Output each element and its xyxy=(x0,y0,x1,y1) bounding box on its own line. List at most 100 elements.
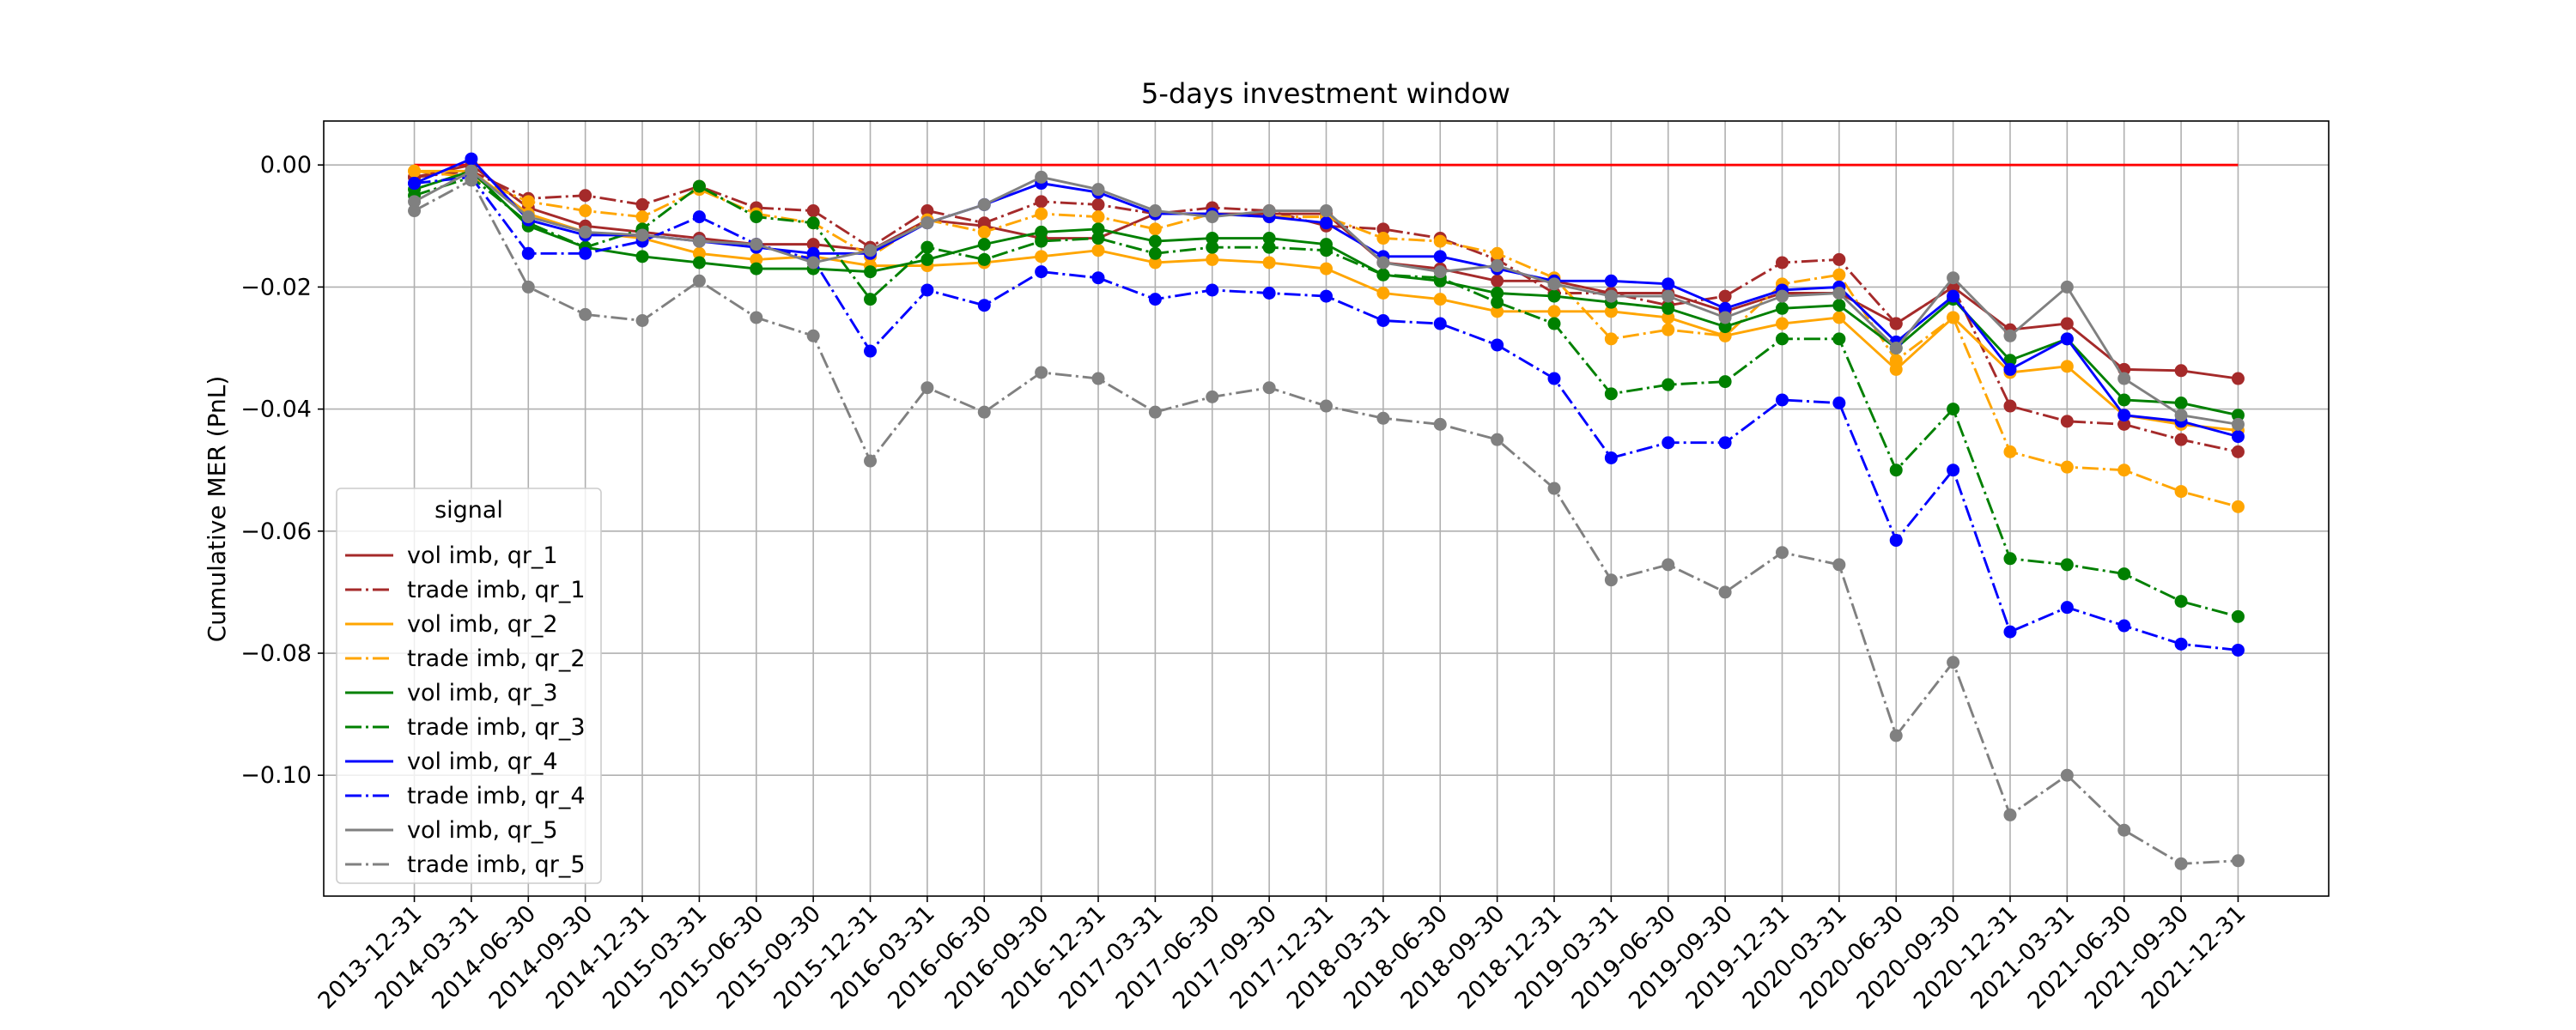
data-point xyxy=(1604,387,1618,401)
data-point xyxy=(1091,183,1105,197)
data-point xyxy=(806,204,820,218)
data-point xyxy=(1206,240,1219,254)
data-point xyxy=(1889,729,1903,742)
data-point xyxy=(465,152,478,166)
data-point xyxy=(1433,250,1447,264)
data-point xyxy=(1604,451,1618,464)
y-tick-label: −0.04 xyxy=(240,397,312,423)
data-point xyxy=(750,252,763,266)
data-point xyxy=(2060,360,2074,373)
data-point xyxy=(1206,283,1219,297)
data-point xyxy=(920,252,934,266)
data-point xyxy=(1889,317,1903,330)
legend-title: signal xyxy=(434,497,503,524)
legend-label: vol imb, qr_2 xyxy=(407,611,558,638)
data-point xyxy=(2231,609,2245,623)
data-point xyxy=(2117,372,2131,385)
data-point xyxy=(1491,287,1504,300)
legend-label: trade imb, qr_1 xyxy=(407,577,586,603)
data-point xyxy=(1547,277,1561,291)
data-point xyxy=(692,256,706,270)
data-point xyxy=(864,454,878,468)
data-point xyxy=(692,234,706,248)
data-point xyxy=(1718,289,1732,303)
y-tick-label: −0.06 xyxy=(240,518,312,545)
data-point xyxy=(1832,332,1846,346)
data-point xyxy=(1604,274,1618,288)
data-point xyxy=(2003,329,2017,342)
chart-title: 5-days investment window xyxy=(1141,77,1510,110)
data-point xyxy=(920,204,934,218)
data-point xyxy=(1035,366,1048,379)
data-point xyxy=(864,244,878,258)
data-point xyxy=(1376,287,1390,300)
data-point xyxy=(408,195,422,209)
data-point xyxy=(1491,274,1504,288)
data-point xyxy=(1775,393,1789,407)
data-point xyxy=(1718,311,1732,324)
data-point xyxy=(1604,332,1618,346)
data-point xyxy=(750,210,763,224)
legend-label: trade imb, qr_5 xyxy=(407,851,586,878)
data-point xyxy=(1889,342,1903,355)
data-point xyxy=(1320,399,1333,413)
data-point xyxy=(1206,252,1219,266)
data-point xyxy=(579,307,592,321)
data-point xyxy=(920,216,934,230)
data-point xyxy=(1604,289,1618,303)
data-point xyxy=(1547,317,1561,330)
data-point xyxy=(1376,232,1390,245)
data-point xyxy=(977,252,991,266)
y-tick-label: 0.00 xyxy=(260,152,312,179)
data-point xyxy=(1091,372,1105,385)
data-point xyxy=(1035,225,1048,239)
data-point xyxy=(864,344,878,358)
data-point xyxy=(2060,768,2074,782)
data-point xyxy=(2003,445,2017,458)
data-point xyxy=(1035,207,1048,221)
data-point xyxy=(750,262,763,276)
legend-label: vol imb, qr_1 xyxy=(407,542,558,569)
data-point xyxy=(2117,619,2131,633)
data-point xyxy=(692,246,706,260)
data-point xyxy=(1148,405,1162,419)
data-point xyxy=(2174,364,2188,378)
data-point xyxy=(1091,232,1105,245)
data-point xyxy=(1262,287,1276,300)
data-point xyxy=(408,164,422,178)
data-point xyxy=(977,197,991,211)
data-point xyxy=(1832,252,1846,266)
data-point xyxy=(1889,533,1903,547)
data-point xyxy=(750,311,763,324)
data-point xyxy=(1376,256,1390,270)
data-point xyxy=(1091,244,1105,258)
data-point xyxy=(1889,354,1903,367)
data-point xyxy=(977,238,991,251)
data-point xyxy=(1491,246,1504,260)
data-point xyxy=(579,225,592,239)
data-point xyxy=(1262,381,1276,395)
data-point xyxy=(2174,396,2188,409)
data-point xyxy=(1320,262,1333,276)
data-point xyxy=(1889,464,1903,477)
data-point xyxy=(2231,417,2245,431)
data-point xyxy=(408,177,422,191)
data-point xyxy=(1775,546,1789,560)
data-point xyxy=(2117,417,2131,431)
data-point xyxy=(2060,415,2074,428)
plot-area xyxy=(408,152,2245,870)
data-point xyxy=(692,179,706,193)
data-point xyxy=(1376,222,1390,236)
data-point xyxy=(2174,637,2188,651)
data-point xyxy=(2117,567,2131,581)
y-tick-label: −0.02 xyxy=(240,274,312,300)
data-point xyxy=(2174,409,2188,422)
data-point xyxy=(2174,595,2188,609)
data-point xyxy=(1547,305,1561,318)
data-point xyxy=(1206,390,1219,403)
data-point xyxy=(1091,271,1105,285)
data-point xyxy=(1433,417,1447,431)
data-point xyxy=(920,283,934,297)
